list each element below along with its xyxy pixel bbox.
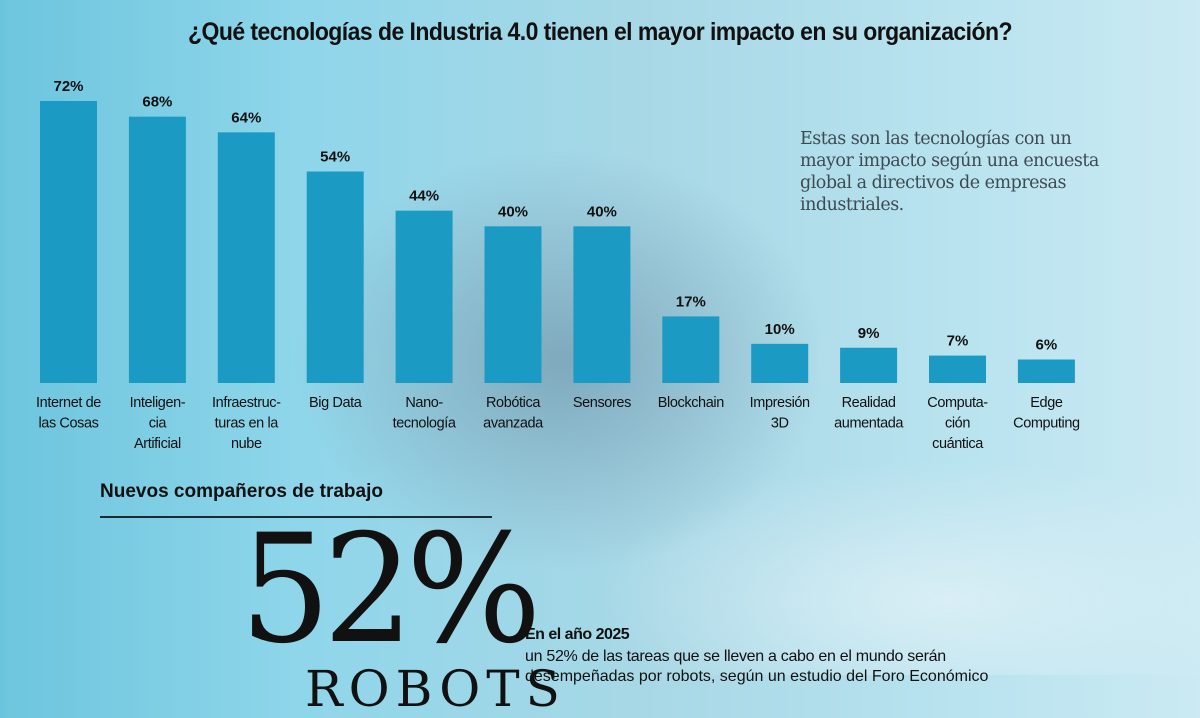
text-heading: En el año 2025	[525, 626, 630, 643]
bar-chart: 72% Internet de las Cosas 68% Inteligen-cia A…	[36, 78, 1080, 452]
data-label: 54%	[320, 149, 350, 166]
data-label: 6%	[1036, 337, 1058, 354]
category-label: Blockchain	[658, 395, 724, 411]
bar	[1017, 359, 1075, 383]
category-label: Robótica	[486, 395, 541, 411]
category-label: Edge	[1030, 395, 1063, 411]
bar	[217, 132, 275, 383]
category-label: Internet de	[36, 395, 101, 411]
category-label: tecnología	[393, 416, 457, 432]
text-line-2: desempeñadas por robots, según un estudi…	[525, 668, 989, 685]
data-label: 64%	[231, 109, 261, 126]
category-label: avanzada	[483, 416, 544, 432]
bar	[929, 355, 986, 383]
category-label: Sensores	[573, 395, 631, 411]
category-label: ción	[945, 416, 970, 432]
bar	[395, 210, 453, 383]
category-label: turas en la	[215, 416, 280, 432]
data-label: 17%	[676, 293, 706, 310]
bar	[128, 116, 186, 384]
category-label: Nano-	[405, 395, 443, 411]
category-label: cuántica	[932, 436, 984, 452]
category-label: aumentada	[834, 416, 904, 432]
category-label: nube	[231, 436, 262, 452]
category-label: 3D	[771, 416, 789, 432]
data-label: 7%	[947, 333, 969, 350]
category-label: Inteligen-	[130, 395, 186, 411]
category-label: Infraestruc-	[212, 395, 281, 411]
data-label: 10%	[765, 321, 795, 338]
divider	[100, 516, 492, 518]
bar	[840, 347, 898, 383]
category-label: Big Data	[309, 395, 363, 411]
category-label: Impresión	[750, 395, 810, 411]
category-label: las Cosas	[38, 416, 98, 432]
bar	[662, 316, 720, 383]
data-label: 72%	[53, 78, 83, 95]
bar	[751, 343, 809, 383]
category-label: Artificial	[134, 436, 181, 452]
bar	[573, 226, 631, 383]
big-number: 52%	[240, 503, 542, 677]
bar	[306, 171, 364, 383]
data-label: 68%	[142, 94, 172, 111]
bar	[484, 226, 542, 383]
category-label: Realidad	[842, 395, 896, 411]
data-label: 9%	[858, 325, 880, 342]
section-heading: Nuevos compañeros de trabajo	[100, 481, 383, 502]
chart-annotation: Estas son las tecnologías con un mayor i…	[800, 129, 1099, 215]
chart-title: ¿Qué tecnologías de Industria 4.0 tienen…	[187, 18, 1013, 46]
data-label: 44%	[409, 188, 439, 205]
category-label: Computa-	[927, 395, 988, 411]
data-label: 40%	[587, 203, 617, 220]
category-label: cia	[149, 416, 168, 432]
data-label: 40%	[498, 203, 528, 220]
bar	[40, 101, 97, 383]
text-line-1: un 52% de las tareas que se lleven a cab…	[525, 648, 946, 665]
category-label: Computing	[1013, 416, 1080, 432]
